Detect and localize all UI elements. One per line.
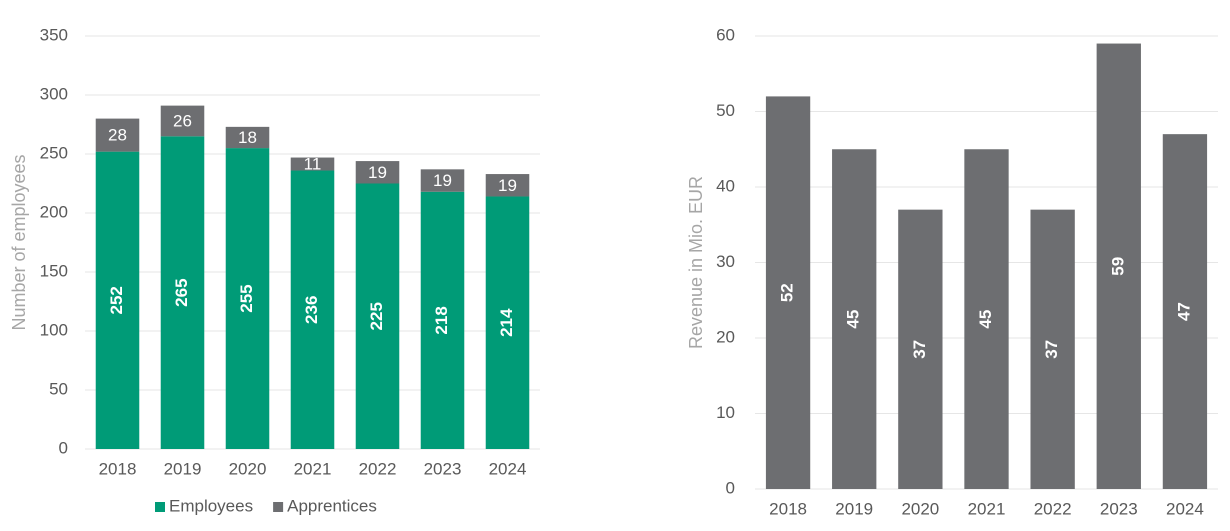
value-label: 45 bbox=[844, 310, 863, 329]
y-tick-label: 10 bbox=[716, 403, 735, 422]
value-label: 218 bbox=[432, 306, 451, 334]
value-label: 45 bbox=[976, 310, 995, 329]
value-label: 28 bbox=[108, 126, 127, 145]
bar bbox=[420, 169, 465, 192]
x-tick-label: 2019 bbox=[835, 499, 873, 518]
bar bbox=[898, 209, 943, 489]
bar bbox=[1030, 209, 1075, 489]
y-tick-label: 150 bbox=[40, 261, 68, 280]
x-tick-label: 2019 bbox=[164, 459, 202, 478]
y-tick-label: 350 bbox=[40, 25, 68, 44]
value-label: 37 bbox=[910, 340, 929, 359]
y-tick-label: 0 bbox=[59, 438, 68, 457]
y-tick-label: 50 bbox=[49, 379, 68, 398]
x-tick-label: 2021 bbox=[968, 499, 1006, 518]
y-tick-label: 100 bbox=[40, 320, 68, 339]
x-tick-label: 2024 bbox=[1166, 499, 1204, 518]
bar bbox=[290, 170, 335, 449]
legend-swatch bbox=[155, 502, 165, 512]
bar bbox=[95, 151, 140, 449]
y-tick-label: 250 bbox=[40, 143, 68, 162]
x-tick-label: 2022 bbox=[359, 459, 397, 478]
y-tick-label: 40 bbox=[716, 176, 735, 195]
value-label: 236 bbox=[302, 296, 321, 324]
x-tick-label: 2018 bbox=[769, 499, 807, 518]
value-label: 59 bbox=[1108, 257, 1127, 276]
y-tick-label: 50 bbox=[716, 101, 735, 120]
value-label: 11 bbox=[304, 155, 322, 174]
value-label: 225 bbox=[367, 302, 386, 330]
bar bbox=[160, 105, 205, 137]
legend-item: Apprentices bbox=[273, 496, 377, 515]
x-tick-label: 2023 bbox=[1100, 499, 1138, 518]
bar bbox=[355, 161, 400, 184]
legend-item: Employees bbox=[155, 496, 253, 515]
x-tick-label: 2020 bbox=[901, 499, 939, 518]
bar bbox=[765, 96, 811, 490]
bar bbox=[1096, 43, 1141, 490]
y-tick-label: 60 bbox=[716, 25, 735, 44]
value-label: 19 bbox=[498, 176, 517, 195]
bar bbox=[225, 148, 270, 449]
x-tick-label: 2018 bbox=[99, 459, 137, 478]
bar bbox=[420, 191, 465, 449]
y-tick-label: 0 bbox=[726, 478, 735, 497]
y-axis-title: Number of employees bbox=[9, 154, 29, 330]
bar bbox=[290, 157, 335, 171]
bar bbox=[355, 183, 400, 449]
bar bbox=[485, 174, 530, 197]
x-tick-label: 2020 bbox=[229, 459, 267, 478]
bar bbox=[964, 149, 1009, 489]
y-tick-label: 200 bbox=[40, 202, 68, 221]
bar bbox=[1162, 134, 1208, 489]
bar bbox=[225, 126, 270, 149]
x-tick-label: 2023 bbox=[424, 459, 462, 478]
legend-label: Employees bbox=[169, 496, 253, 515]
x-tick-label: 2022 bbox=[1034, 499, 1072, 518]
value-label: 37 bbox=[1042, 340, 1061, 359]
value-label: 47 bbox=[1174, 302, 1193, 321]
x-tick-label: 2024 bbox=[489, 459, 527, 478]
bar bbox=[95, 118, 140, 152]
value-label: 26 bbox=[173, 111, 192, 130]
value-label: 214 bbox=[497, 308, 516, 337]
value-label: 19 bbox=[433, 171, 452, 190]
value-label: 265 bbox=[172, 278, 191, 306]
value-label: 19 bbox=[368, 163, 387, 182]
y-tick-label: 300 bbox=[40, 84, 68, 103]
value-label: 18 bbox=[238, 128, 257, 147]
y-tick-label: 20 bbox=[716, 327, 735, 346]
y-axis-title: Revenue in Mio. EUR bbox=[686, 176, 706, 349]
value-label: 255 bbox=[237, 284, 256, 312]
legend-label: Apprentices bbox=[287, 496, 377, 515]
x-tick-label: 2021 bbox=[294, 459, 332, 478]
bar bbox=[832, 149, 877, 489]
value-label: 252 bbox=[107, 286, 126, 314]
bar bbox=[160, 136, 205, 450]
value-label: 52 bbox=[778, 283, 797, 302]
y-tick-label: 30 bbox=[716, 252, 735, 271]
legend-swatch bbox=[273, 502, 284, 512]
bar bbox=[485, 196, 530, 449]
